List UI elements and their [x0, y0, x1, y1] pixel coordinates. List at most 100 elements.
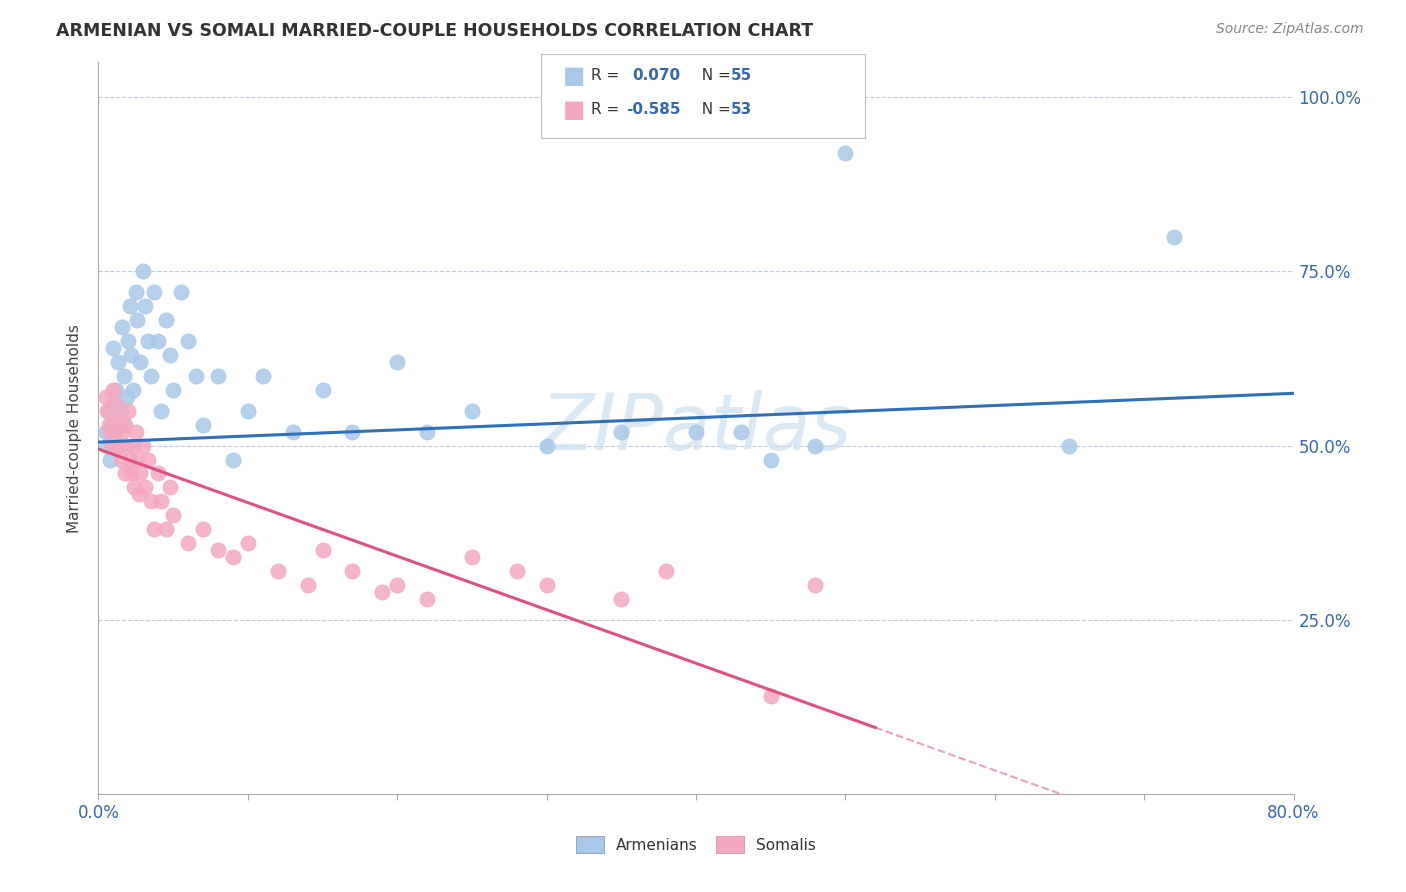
Point: [114, 417, 136, 432]
Point: [184, 368, 207, 383]
Point: [169, 285, 191, 300]
Point: [127, 313, 149, 327]
Point: [94, 425, 117, 439]
Point: [1059, 439, 1081, 453]
Point: [120, 348, 142, 362]
Point: [105, 383, 128, 397]
Point: [96, 403, 118, 417]
Point: [342, 564, 364, 578]
Point: [148, 467, 170, 481]
Text: N =: N =: [692, 69, 735, 83]
Text: 53: 53: [731, 103, 752, 117]
Point: [685, 425, 707, 439]
Point: [107, 439, 129, 453]
Point: [461, 403, 484, 417]
Point: [111, 320, 134, 334]
Point: [297, 578, 319, 592]
Point: [385, 355, 409, 369]
Point: [118, 452, 141, 467]
Point: [111, 425, 134, 439]
Point: [461, 549, 484, 564]
Point: [416, 425, 439, 439]
Point: [207, 543, 229, 558]
Point: [236, 536, 259, 550]
Point: [162, 508, 184, 523]
Point: [117, 403, 139, 417]
Point: [155, 313, 177, 327]
Point: [385, 578, 409, 592]
Point: [1163, 229, 1185, 244]
Point: [104, 425, 127, 439]
Point: [107, 355, 129, 369]
Point: [191, 522, 214, 536]
Point: [655, 564, 678, 578]
Text: 55: 55: [731, 69, 752, 83]
Point: [117, 334, 139, 348]
Point: [97, 403, 120, 417]
Point: [112, 368, 135, 383]
Text: R =: R =: [591, 103, 624, 117]
Point: [110, 452, 132, 467]
Point: [136, 452, 159, 467]
Point: [159, 480, 181, 494]
Point: [134, 480, 156, 494]
Point: [416, 591, 439, 606]
Text: -0.585: -0.585: [626, 103, 681, 117]
Point: [132, 264, 155, 278]
Point: [177, 536, 200, 550]
Point: [142, 285, 165, 300]
Point: [110, 403, 132, 417]
Point: [536, 578, 558, 592]
Point: [94, 390, 117, 404]
Point: [142, 522, 165, 536]
Point: [128, 487, 150, 501]
Text: Source: ZipAtlas.com: Source: ZipAtlas.com: [1216, 22, 1364, 37]
Y-axis label: Married-couple Households: Married-couple Households: [67, 324, 83, 533]
Point: [139, 494, 162, 508]
Point: [267, 564, 290, 578]
Point: [98, 452, 122, 467]
Point: [311, 543, 333, 558]
Text: R =: R =: [591, 69, 628, 83]
Text: ARMENIAN VS SOMALI MARRIED-COUPLE HOUSEHOLDS CORRELATION CHART: ARMENIAN VS SOMALI MARRIED-COUPLE HOUSEH…: [56, 22, 813, 40]
Point: [191, 417, 214, 432]
Point: [136, 334, 159, 348]
Point: [115, 390, 138, 404]
Point: [103, 397, 125, 411]
Point: [222, 549, 245, 564]
Point: [155, 522, 177, 536]
Point: [103, 383, 125, 397]
Point: [112, 417, 135, 432]
Point: [98, 425, 122, 439]
Point: [121, 439, 143, 453]
Point: [536, 439, 558, 453]
Point: [127, 452, 149, 467]
Point: [371, 585, 394, 599]
Point: [121, 383, 143, 397]
Point: [177, 334, 200, 348]
Point: [610, 425, 633, 439]
Point: [610, 591, 633, 606]
Point: [222, 452, 245, 467]
Point: [804, 439, 827, 453]
Point: [108, 410, 131, 425]
Point: [506, 564, 529, 578]
Point: [252, 368, 274, 383]
Point: [759, 690, 782, 704]
Point: [150, 403, 173, 417]
Text: 0.070: 0.070: [633, 69, 681, 83]
Point: [120, 467, 142, 481]
Text: ■: ■: [562, 98, 585, 121]
Text: N =: N =: [692, 103, 735, 117]
Legend: Armenians, Somalis: Armenians, Somalis: [571, 830, 821, 859]
Point: [281, 425, 304, 439]
Point: [759, 452, 782, 467]
Point: [129, 355, 152, 369]
Point: [139, 368, 162, 383]
Point: [124, 480, 146, 494]
Point: [103, 341, 125, 355]
Point: [115, 439, 138, 453]
Point: [101, 417, 124, 432]
Point: [236, 403, 259, 417]
Point: [342, 425, 364, 439]
